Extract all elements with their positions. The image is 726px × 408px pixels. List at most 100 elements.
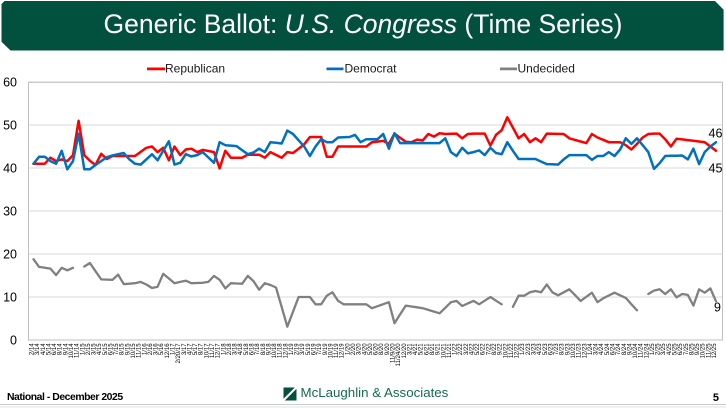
svg-text:11/18: 11/18 <box>278 343 284 358</box>
svg-text:Undecided: Undecided <box>518 62 575 76</box>
svg-text:3/25: 3/25 <box>661 343 667 355</box>
svg-text:9: 9 <box>714 301 721 315</box>
svg-text:5/23: 5/23 <box>543 343 549 355</box>
svg-text:8/20: 8/20 <box>379 343 385 355</box>
svg-text:6/20: 6/20 <box>374 343 380 355</box>
svg-text:11/19: 11/19 <box>334 343 340 358</box>
svg-text:9/14: 9/14 <box>63 343 69 355</box>
svg-text:2/15: 2/15 <box>86 343 92 355</box>
svg-text:12/17: 12/17 <box>216 343 222 359</box>
svg-text:6/15: 6/15 <box>109 343 115 355</box>
svg-text:11/24: 11/24 <box>639 343 645 358</box>
svg-text:7/19: 7/19 <box>317 343 323 355</box>
svg-text:4/18: 4/18 <box>238 343 244 355</box>
svg-text:4/15: 4/15 <box>97 343 103 355</box>
svg-text:10/18: 10/18 <box>272 343 278 359</box>
svg-text:8/15: 8/15 <box>120 343 126 355</box>
svg-text:6/24: 6/24 <box>611 343 617 355</box>
svg-text:8/21: 8/21 <box>430 343 436 355</box>
svg-text:11/17: 11/17 <box>210 343 216 358</box>
svg-text:30: 30 <box>3 205 17 219</box>
svg-text:4/25: 4/25 <box>667 343 673 355</box>
svg-text:8/18: 8/18 <box>261 343 267 355</box>
svg-text:2/16: 2/16 <box>148 343 154 355</box>
svg-text:6/25: 6/25 <box>678 343 684 355</box>
svg-text:1/20: 1/20 <box>345 343 351 355</box>
svg-text:5/18: 5/18 <box>244 343 250 355</box>
svg-text:45: 45 <box>709 162 723 176</box>
svg-text:3/22: 3/22 <box>464 343 470 355</box>
svg-text:6/18: 6/18 <box>250 343 256 355</box>
svg-text:7/18: 7/18 <box>255 343 261 355</box>
svg-text:12/18: 12/18 <box>283 343 289 359</box>
svg-text:5/24: 5/24 <box>605 343 611 355</box>
svg-text:8/23: 8/23 <box>560 343 566 355</box>
svg-text:5/22: 5/22 <box>475 343 481 355</box>
svg-text:12/20: 12/20 <box>402 343 408 359</box>
svg-text:4/17: 4/17 <box>187 343 193 355</box>
svg-text:3/17: 3/17 <box>182 343 188 355</box>
svg-text:1/22: 1/22 <box>453 343 459 355</box>
svg-text:8/25: 8/25 <box>689 343 695 355</box>
svg-text:3/16: 3/16 <box>154 343 160 355</box>
svg-text:5/21: 5/21 <box>419 343 425 355</box>
svg-text:5/25: 5/25 <box>673 343 679 355</box>
svg-text:5/14: 5/14 <box>46 343 52 355</box>
svg-text:Republican: Republican <box>165 62 225 76</box>
svg-text:11/15: 11/15 <box>137 343 143 358</box>
svg-text:5/20: 5/20 <box>368 343 374 355</box>
svg-text:9/24: 9/24 <box>627 343 633 355</box>
svg-text:6/22: 6/22 <box>481 343 487 355</box>
svg-text:1/17: 1/17 <box>171 343 177 355</box>
svg-text:1/23: 1/23 <box>520 343 526 355</box>
svg-text:3/20: 3/20 <box>357 343 363 355</box>
svg-text:1/24: 1/24 <box>588 343 594 355</box>
svg-text:10/23: 10/23 <box>571 343 577 359</box>
svg-text:3/14: 3/14 <box>35 343 41 355</box>
svg-text:2/25: 2/25 <box>656 343 662 355</box>
svg-text:3/19: 3/19 <box>300 343 306 355</box>
svg-text:60: 60 <box>3 76 17 90</box>
svg-text:8/14: 8/14 <box>58 343 64 355</box>
svg-text:7/15: 7/15 <box>114 343 120 355</box>
svg-text:2/20/17: 2/20/17 <box>176 343 182 364</box>
svg-text:11/24/20: 11/24/20 <box>396 343 402 367</box>
svg-text:7/24: 7/24 <box>616 343 622 355</box>
svg-text:4/22: 4/22 <box>470 343 476 355</box>
svg-text:12/25: 12/25 <box>712 343 718 359</box>
svg-text:5/15: 5/15 <box>103 343 109 355</box>
svg-text:3/18: 3/18 <box>233 343 239 355</box>
svg-text:9/22: 9/22 <box>498 343 504 355</box>
svg-text:10/14: 10/14 <box>69 343 75 359</box>
svg-text:10/17: 10/17 <box>204 343 210 359</box>
svg-text:1/16: 1/16 <box>142 343 148 355</box>
svg-text:11/9/20: 11/9/20 <box>391 343 397 363</box>
svg-text:10/25: 10/25 <box>701 343 707 359</box>
svg-text:8/22: 8/22 <box>492 343 498 355</box>
svg-text:10/21: 10/21 <box>441 343 447 359</box>
svg-text:3/21: 3/21 <box>407 343 413 355</box>
svg-text:11/23: 11/23 <box>577 343 583 358</box>
svg-text:2/22: 2/22 <box>458 343 464 355</box>
svg-text:1/18: 1/18 <box>221 343 227 355</box>
svg-text:4/24: 4/24 <box>599 343 605 355</box>
svg-text:1/25: 1/25 <box>650 343 656 355</box>
svg-text:12/23: 12/23 <box>582 343 588 359</box>
svg-text:4/14: 4/14 <box>41 343 47 355</box>
svg-text:12/19: 12/19 <box>340 343 346 359</box>
svg-text:2/20: 2/20 <box>351 343 357 355</box>
svg-text:2/23: 2/23 <box>526 343 532 355</box>
svg-text:11/25: 11/25 <box>706 343 712 358</box>
svg-text:3/15: 3/15 <box>92 343 98 355</box>
svg-text:4/21: 4/21 <box>413 343 419 355</box>
svg-text:6/19: 6/19 <box>312 343 318 355</box>
svg-text:2/18: 2/18 <box>227 343 233 355</box>
svg-text:46: 46 <box>709 127 723 141</box>
svg-text:10/15: 10/15 <box>131 343 137 359</box>
svg-text:10/19: 10/19 <box>328 343 334 359</box>
svg-text:10/22: 10/22 <box>503 343 509 359</box>
svg-text:20: 20 <box>3 248 17 262</box>
svg-text:7/22: 7/22 <box>486 343 492 355</box>
svg-text:5/16: 5/16 <box>159 343 165 355</box>
svg-text:5/17: 5/17 <box>193 343 199 355</box>
